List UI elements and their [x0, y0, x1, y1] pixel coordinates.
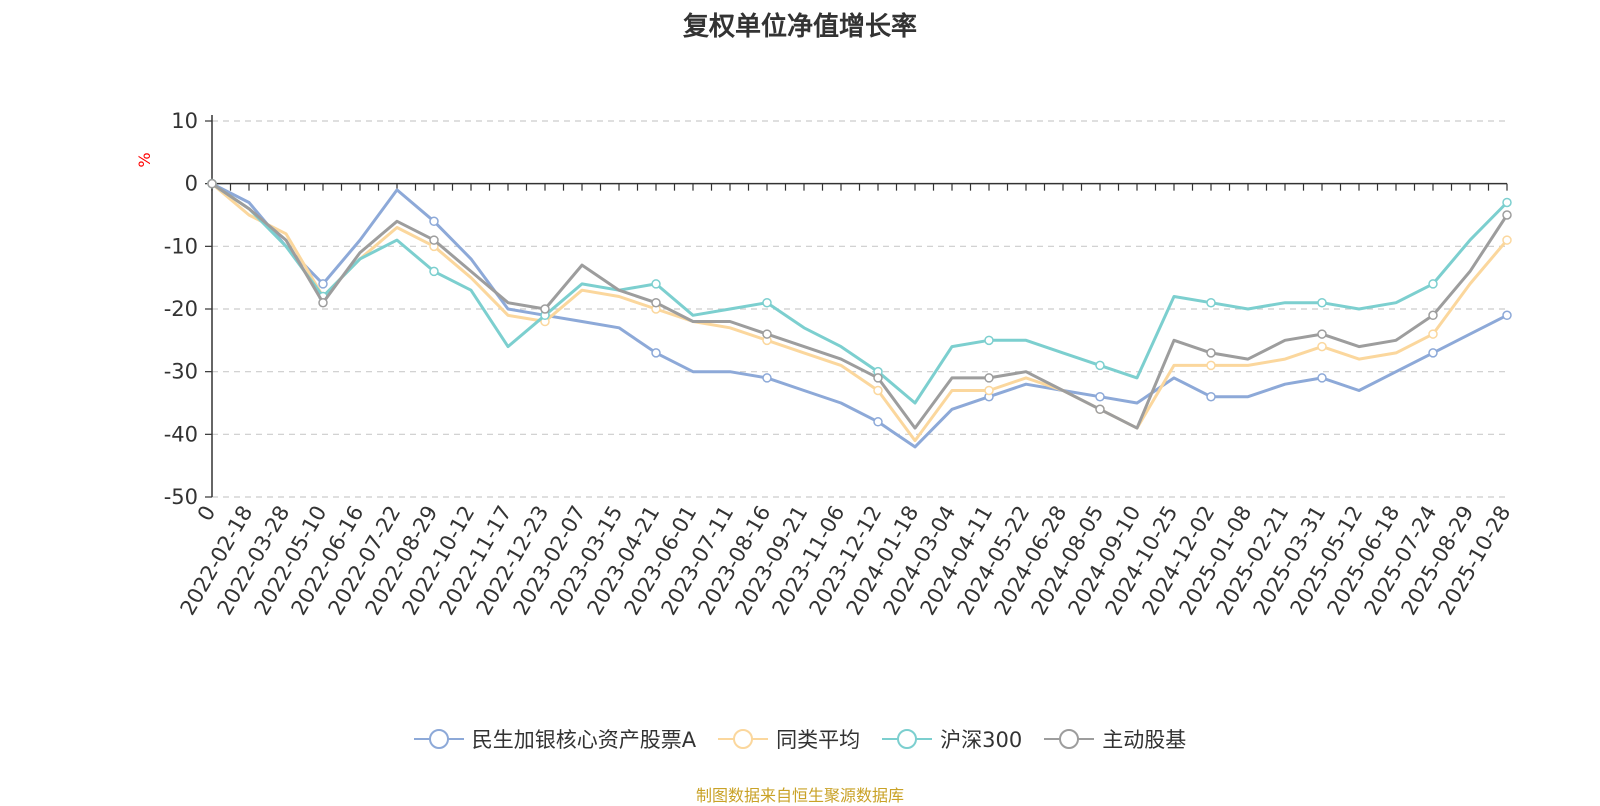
series-point	[984, 373, 994, 383]
series-line-3	[211, 182, 1509, 430]
series-point	[318, 279, 328, 289]
legend-label: 主动股基	[1102, 728, 1187, 752]
series-point	[1206, 360, 1216, 371]
y-axis-label: %	[135, 152, 154, 167]
source-note: 制图数据来自恒生聚源数据库	[695, 786, 904, 805]
legend-item[interactable]: 同类平均	[718, 724, 860, 754]
series-line-2	[211, 182, 1509, 405]
legend-label: 同类平均	[776, 728, 861, 752]
series-point	[651, 279, 661, 289]
y-tick-label: 0	[185, 172, 198, 196]
y-tick-label: -50	[164, 485, 198, 509]
y-tick-label: 10	[171, 109, 198, 133]
series-point	[429, 216, 439, 227]
legend-marker-icon	[882, 729, 933, 749]
x-tick-label: 0	[193, 502, 220, 526]
series-point	[984, 335, 994, 346]
legend-item[interactable]: 主动股基	[1044, 724, 1186, 754]
series-point	[1502, 210, 1512, 220]
legend-item[interactable]: 沪深300	[882, 724, 1022, 754]
series-point	[1317, 329, 1327, 339]
series-point	[1206, 348, 1216, 358]
series-point	[873, 373, 883, 383]
series-point	[873, 417, 883, 427]
series-point	[762, 329, 772, 339]
series-point	[873, 385, 883, 396]
series-point	[1095, 404, 1105, 415]
series-lines	[207, 178, 1512, 449]
series-point	[540, 304, 550, 314]
y-tick-label: -20	[164, 297, 198, 321]
series-point	[1502, 310, 1512, 321]
series-point	[984, 385, 994, 396]
legend-item[interactable]: 民生加银核心资产股票A	[413, 724, 697, 754]
series-point	[1502, 235, 1512, 245]
series-point	[1095, 391, 1105, 402]
series-point	[1317, 297, 1327, 308]
y-tick-label: -40	[164, 422, 198, 446]
legend: 民生加银核心资产股票A 同类平均 沪深300 主动股基	[0, 724, 1600, 754]
series-point	[429, 266, 439, 277]
legend-marker-icon	[413, 729, 464, 749]
series-point	[1502, 197, 1512, 208]
grid-lines	[212, 120, 1507, 498]
series-point	[651, 348, 661, 358]
series-point	[762, 373, 772, 383]
series-point	[651, 297, 661, 308]
series-point	[762, 297, 772, 308]
series-point	[1428, 310, 1438, 321]
series-point	[429, 235, 439, 245]
y-tick-label: -30	[164, 360, 198, 384]
legend-label: 民生加银核心资产股票A	[471, 728, 697, 752]
series-point	[318, 297, 328, 308]
series-point	[1428, 329, 1438, 339]
series-point	[1206, 391, 1216, 402]
series-point	[1317, 373, 1327, 383]
series-point	[1428, 348, 1438, 358]
series-point	[1095, 360, 1105, 371]
legend-marker-icon	[718, 729, 769, 749]
chart-title: 复权单位净值增长率	[682, 12, 917, 42]
series-point	[1206, 297, 1216, 308]
legend-marker-icon	[1044, 729, 1095, 749]
axes: 100-10-20-30-40-5002022-02-182022-03-282…	[164, 109, 1516, 619]
series-line-0	[211, 182, 1508, 449]
y-tick-label: -10	[164, 234, 198, 258]
series-line-1	[211, 182, 1509, 443]
legend-label: 沪深300	[940, 728, 1023, 752]
series-point	[1317, 341, 1327, 352]
series-point	[207, 178, 217, 189]
series-point	[1428, 279, 1438, 289]
